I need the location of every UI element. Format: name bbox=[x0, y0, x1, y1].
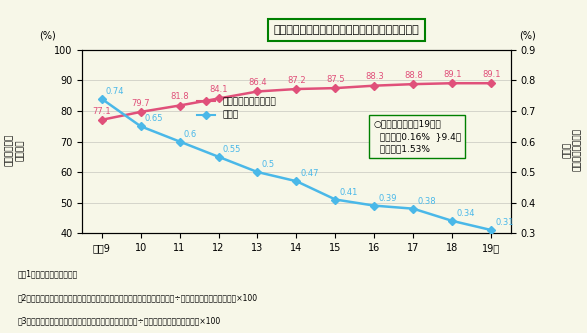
Text: 89.1: 89.1 bbox=[443, 70, 461, 79]
Text: 0.41: 0.41 bbox=[339, 188, 358, 197]
Text: 88.8: 88.8 bbox=[404, 71, 423, 80]
Text: 0.5: 0.5 bbox=[262, 160, 275, 169]
Text: 0.55: 0.55 bbox=[222, 145, 241, 154]
Text: 87.2: 87.2 bbox=[287, 76, 306, 85]
Text: 86.4: 86.4 bbox=[248, 78, 267, 87]
Text: 0.65: 0.65 bbox=[145, 115, 163, 124]
Text: 88.3: 88.3 bbox=[365, 73, 384, 82]
Text: シートベルト
着用者率: シートベルト 着用者率 bbox=[5, 134, 25, 166]
Text: 0.38: 0.38 bbox=[417, 197, 436, 206]
Text: 2　シートベルト着用者率＝シートベルト着用死傷者数（自動車乗車中）÷死傷者数（自動車乗車中）×100: 2 シートベルト着用者率＝シートベルト着用死傷者数（自動車乗車中）÷死傷者数（自… bbox=[18, 293, 258, 302]
Text: 3　致死率（自動車乗車中）＝死者数（自動車乗車中）÷死傷者数（自動車乗車中）×100: 3 致死率（自動車乗車中）＝死者数（自動車乗車中）÷死傷者数（自動車乗車中）×1… bbox=[18, 316, 221, 325]
Text: (%): (%) bbox=[519, 31, 536, 41]
Text: 84.1: 84.1 bbox=[210, 85, 228, 94]
Text: ○致死率の違い（19年）
  着　用　0.16%  }9.4倍
  非着用　1.53%: ○致死率の違い（19年） 着 用 0.16% }9.4倍 非着用 1.53% bbox=[373, 120, 461, 154]
Legend: シートベルト着用者率, 致死率: シートベルト着用者率, 致死率 bbox=[194, 94, 280, 124]
Text: 81.8: 81.8 bbox=[170, 92, 189, 101]
Text: 77.1: 77.1 bbox=[92, 107, 111, 116]
Text: 0.31: 0.31 bbox=[495, 218, 514, 227]
Text: 注　1　警察庁資料による。: 注 1 警察庁資料による。 bbox=[18, 270, 78, 279]
Text: 79.7: 79.7 bbox=[131, 99, 150, 108]
Text: (%): (%) bbox=[39, 31, 56, 41]
Text: 0.34: 0.34 bbox=[457, 209, 475, 218]
Text: 0.39: 0.39 bbox=[379, 194, 397, 203]
Text: 致死率
（自動車乗車中）: 致死率 （自動車乗車中） bbox=[562, 128, 582, 171]
Text: シートベルト着用者率の向上に伴う致死率の低下: シートベルト着用者率の向上に伴う致死率の低下 bbox=[274, 25, 419, 35]
Text: 0.6: 0.6 bbox=[184, 130, 197, 139]
Text: 0.47: 0.47 bbox=[301, 169, 319, 178]
Text: 0.74: 0.74 bbox=[106, 87, 124, 96]
Text: 89.1: 89.1 bbox=[482, 70, 501, 79]
Text: 87.5: 87.5 bbox=[326, 75, 345, 84]
